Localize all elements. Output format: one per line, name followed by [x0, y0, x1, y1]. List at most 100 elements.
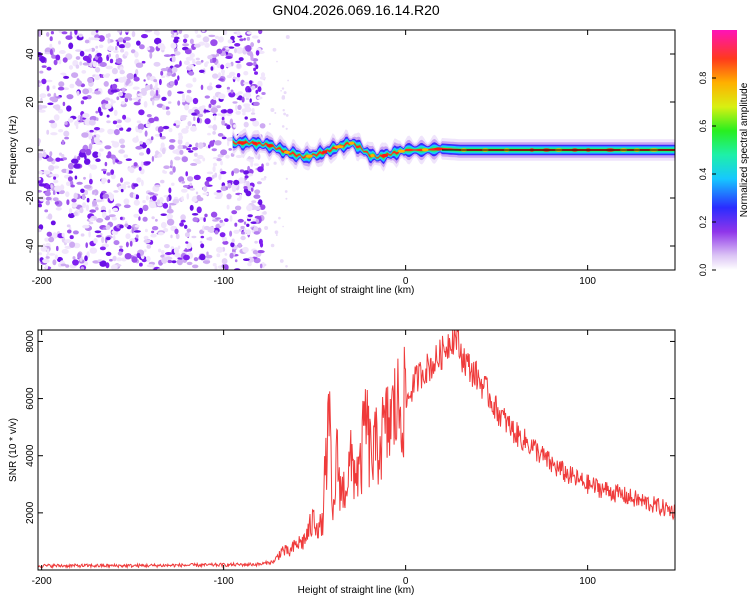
noise-speckle: [171, 260, 177, 264]
noise-speckle: [226, 86, 230, 90]
noise-speckle: [161, 105, 167, 110]
noise-speckle: [169, 81, 175, 86]
noise-speckle: [55, 207, 62, 211]
noise-speckle: [83, 184, 92, 189]
noise-speckle: [180, 219, 186, 223]
y-tick-label: -40: [25, 238, 36, 253]
noise-speckle: [66, 105, 72, 112]
noise-speckle: [258, 199, 263, 206]
noise-speckle: [174, 79, 179, 86]
noise-speckle: [253, 226, 259, 233]
x-tick-label: -100: [214, 276, 234, 287]
noise-speckle: [101, 168, 108, 172]
noise-speckle: [174, 51, 181, 56]
noise-speckle: [150, 204, 157, 208]
colorbar-label: Normalized spectral amplitude: [739, 82, 750, 217]
noise-speckle: [239, 169, 245, 173]
noise-speckle: [169, 139, 176, 143]
noise-speckle: [128, 97, 133, 101]
noise-speckle: [203, 217, 206, 223]
noise-speckle: [236, 47, 244, 54]
noise-speckle: [167, 101, 172, 104]
noise-speckle: [69, 208, 73, 214]
noise-speckle: [132, 97, 140, 101]
noise-speckle: [113, 50, 119, 54]
noise-speckle: [85, 204, 90, 211]
noise-speckle: [247, 256, 254, 263]
noise-speckle: [112, 207, 119, 212]
noise-speckle: [200, 235, 205, 239]
noise-speckle: [101, 211, 107, 219]
noise-speckle: [259, 123, 266, 129]
noise-speckle: [123, 36, 131, 41]
noise-speckle: [94, 90, 101, 95]
noise-speckle: [99, 192, 104, 200]
noise-speckle: [38, 30, 42, 37]
noise-speckle: [208, 236, 213, 241]
noise-speckle: [89, 129, 94, 133]
noise-speckle: [185, 241, 189, 244]
noise-speckle: [186, 193, 190, 200]
noise-speckle: [158, 128, 162, 133]
noise-speckle: [209, 82, 213, 86]
noise-speckle: [242, 112, 246, 116]
noise-speckle: [172, 166, 176, 173]
noise-speckle: [82, 202, 87, 209]
noise-speckle: [247, 262, 252, 267]
noise-speckle: [158, 231, 164, 236]
noise-speckle: [96, 234, 102, 238]
noise-speckle: [135, 234, 139, 239]
noise-speckle: [200, 243, 205, 249]
noise-speckle: [54, 201, 60, 205]
noise-speckle: [220, 171, 227, 175]
noise-speckle: [244, 116, 248, 120]
noise-speckle: [173, 38, 179, 44]
noise-speckle: [177, 75, 180, 81]
noise-speckle: [94, 127, 100, 131]
noise-speckle: [120, 188, 124, 193]
noise-speckle: [64, 136, 69, 140]
noise-speckle: [130, 49, 136, 54]
noise-speckle: [108, 214, 116, 218]
noise-speckle: [38, 203, 42, 208]
noise-speckle: [122, 76, 127, 83]
noise-speckle: [204, 181, 210, 186]
noise-speckle: [47, 213, 53, 220]
noise-speckle: [252, 250, 258, 255]
noise-speckle: [61, 139, 65, 145]
noise-speckle: [38, 195, 46, 202]
noise-speckle: [141, 258, 147, 263]
noise-speckle: [106, 172, 111, 176]
noise-speckle: [54, 254, 59, 260]
noise-speckle: [154, 37, 162, 45]
noise-speckle: [125, 158, 132, 161]
noise-speckle: [146, 244, 152, 249]
noise-speckle: [62, 157, 67, 161]
noise-speckle: [238, 57, 244, 62]
noise-speckle: [115, 45, 118, 51]
noise-speckle: [143, 79, 146, 82]
noise-speckle: [238, 177, 245, 184]
noise-speckle: [215, 35, 219, 40]
noise-speckle: [244, 92, 252, 98]
noise-speckle: [145, 139, 150, 146]
noise-speckle: [237, 242, 242, 248]
noise-speckle: [106, 54, 110, 61]
noise-speckle: [106, 120, 111, 124]
noise-speckle: [189, 187, 195, 191]
noise-speckle: [160, 70, 164, 76]
noise-speckle: [44, 237, 50, 242]
noise-speckle: [168, 187, 172, 194]
noise-speckle: [80, 148, 87, 153]
noise-speckle: [53, 165, 60, 169]
noise-speckle: [48, 165, 55, 171]
noise-speckle: [162, 125, 170, 130]
noise-speckle: [185, 125, 190, 130]
noise-speckle: [112, 234, 116, 241]
noise-speckle: [147, 192, 155, 195]
noise-speckle: [226, 137, 233, 142]
noise-speckle: [196, 34, 202, 38]
noise-speckle: [208, 103, 212, 109]
noise-speckle: [212, 73, 219, 79]
noise-speckle: [213, 115, 217, 121]
